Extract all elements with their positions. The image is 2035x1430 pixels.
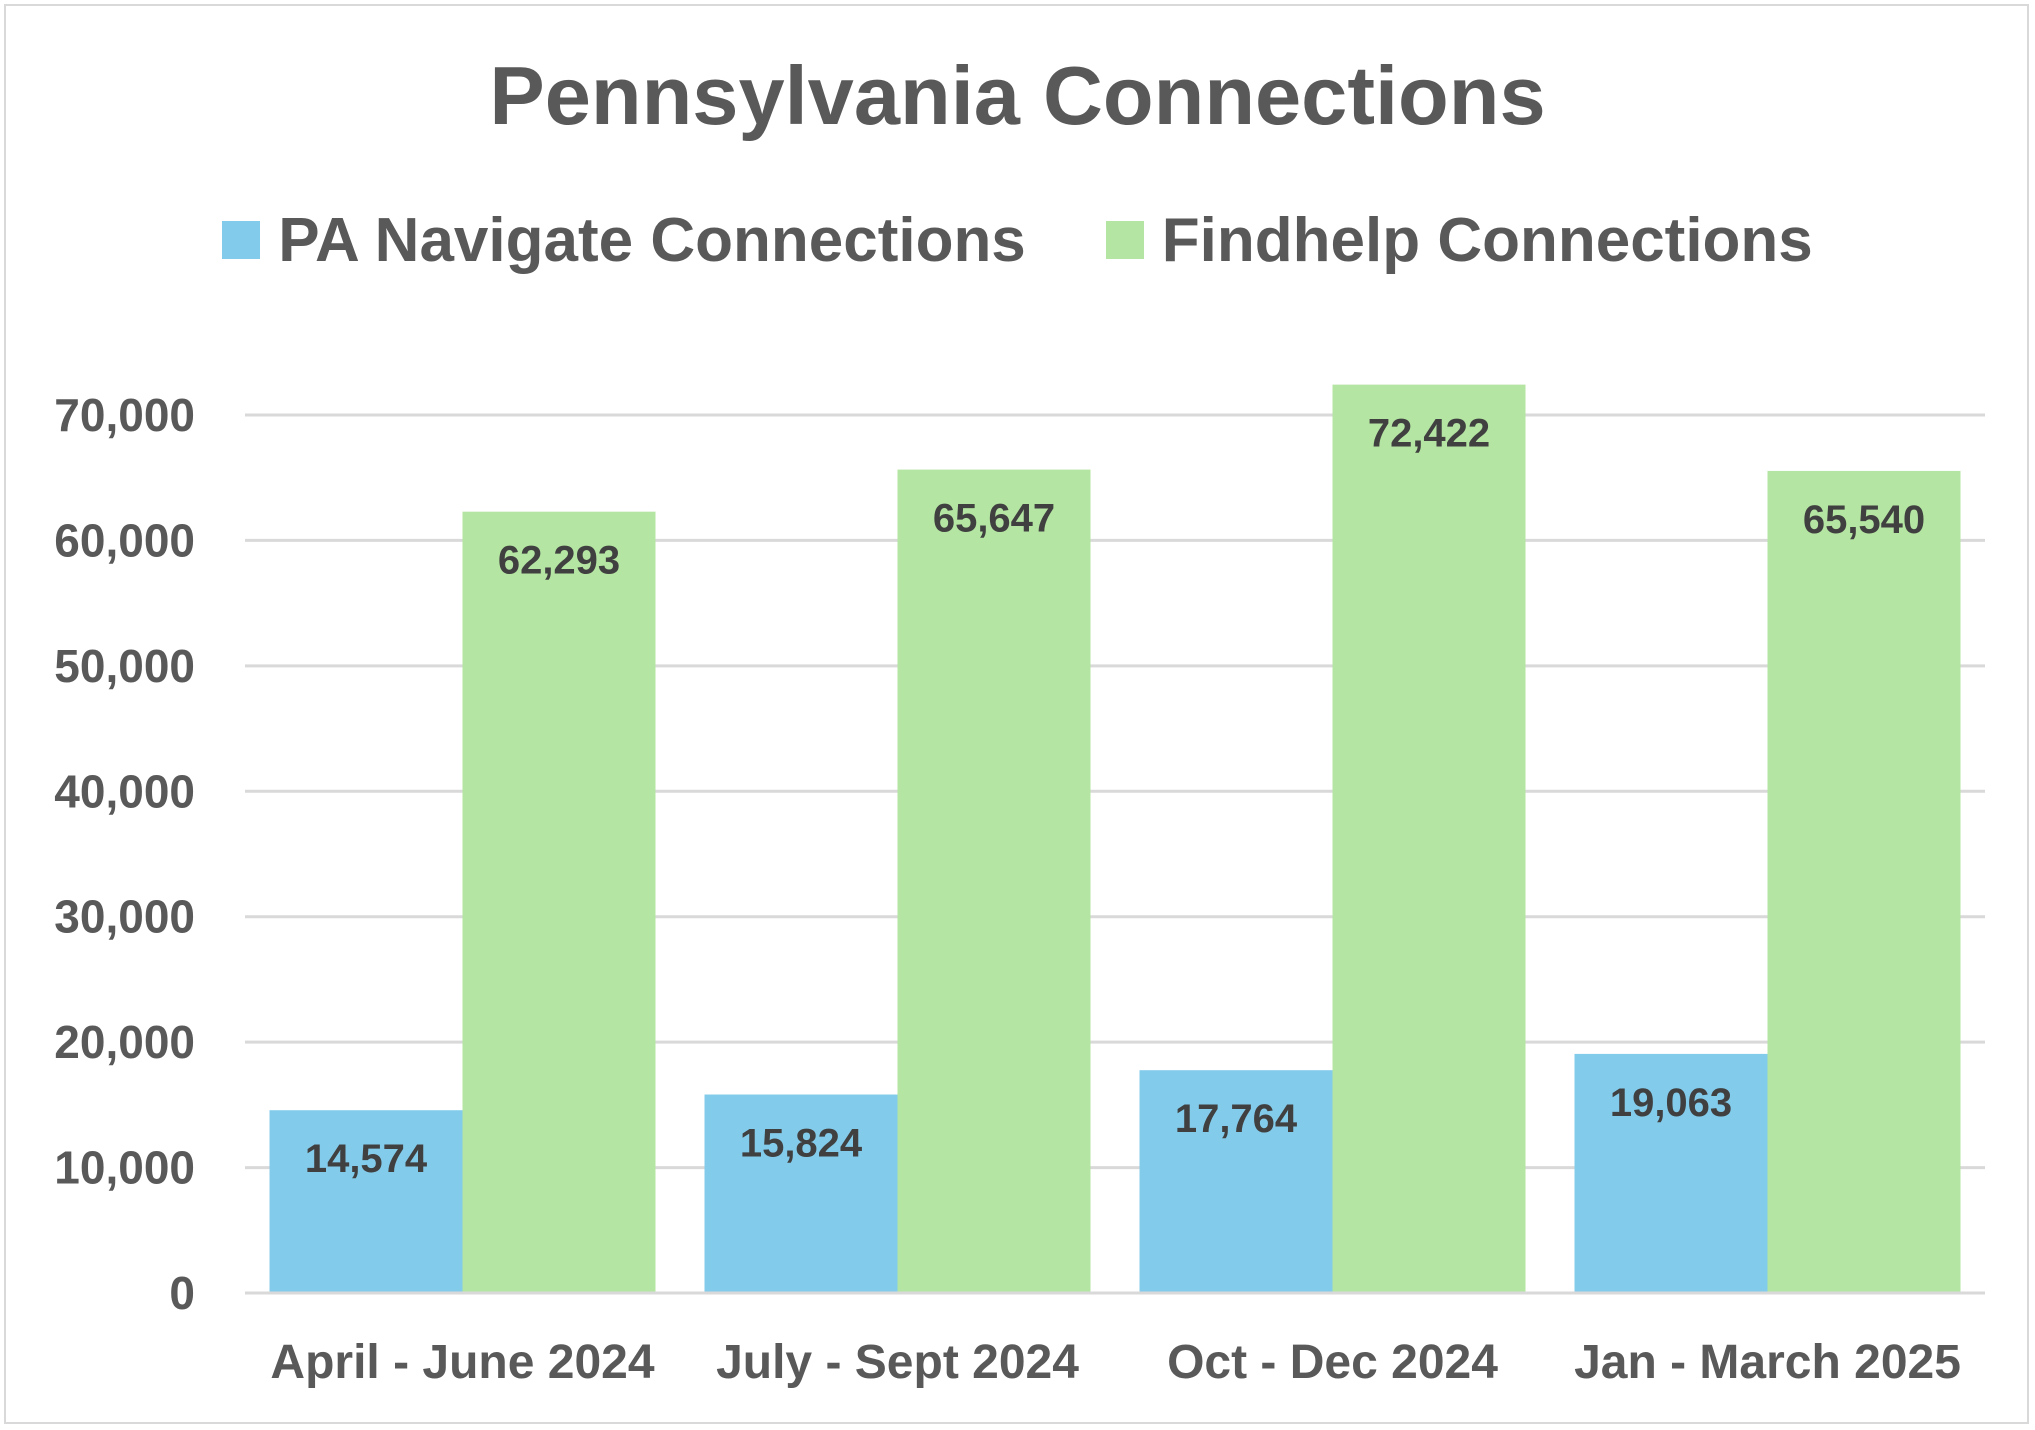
x-category-label: Oct - Dec 2024 bbox=[1167, 1336, 1498, 1389]
data-label: 19,063 bbox=[1610, 1081, 1732, 1125]
legend-item-pa-navigate: PA Navigate Connections bbox=[222, 205, 1026, 276]
data-label: 15,824 bbox=[740, 1122, 863, 1166]
bar-findhelp bbox=[462, 511, 656, 1293]
legend-label-findhelp: Findhelp Connections bbox=[1161, 205, 1813, 275]
bar-pa-navigate bbox=[269, 1110, 463, 1293]
y-tick-label: 20,000 bbox=[54, 1016, 195, 1068]
x-category-label: July - Sept 2024 bbox=[716, 1336, 1079, 1389]
bar-findhelp bbox=[1332, 384, 1526, 1293]
y-tick-label: 30,000 bbox=[54, 891, 195, 943]
legend-swatch-findhelp bbox=[1105, 221, 1144, 259]
y-tick-label: 0 bbox=[169, 1267, 195, 1319]
data-label: 17,764 bbox=[1175, 1097, 1298, 1141]
y-tick-label: 10,000 bbox=[54, 1142, 195, 1194]
y-tick-label: 50,000 bbox=[54, 640, 195, 692]
data-label: 62,293 bbox=[498, 539, 620, 583]
y-tick-label: 70,000 bbox=[54, 389, 195, 441]
bar-pa-navigate bbox=[1139, 1070, 1333, 1293]
data-label: 65,540 bbox=[1803, 498, 1925, 542]
x-category-label: Jan - March 2025 bbox=[1574, 1336, 1961, 1389]
legend-swatch-pa-navigate bbox=[222, 221, 261, 259]
data-label: 14,574 bbox=[305, 1137, 428, 1181]
bar-findhelp bbox=[897, 469, 1091, 1293]
data-label: 65,647 bbox=[933, 497, 1055, 541]
chart-title: Pennsylvania Connections bbox=[489, 49, 1546, 142]
bar-findhelp bbox=[1767, 470, 1961, 1293]
bar-pa-navigate bbox=[1574, 1053, 1768, 1293]
x-category-label: April - June 2024 bbox=[270, 1336, 654, 1389]
y-tick-label: 60,000 bbox=[54, 514, 195, 566]
bar-pa-navigate bbox=[704, 1094, 898, 1293]
data-label: 72,422 bbox=[1368, 412, 1490, 456]
legend-label-pa-navigate: PA Navigate Connections bbox=[278, 205, 1026, 275]
y-tick-label: 40,000 bbox=[54, 765, 195, 817]
chart-legend: PA Navigate Connections Findhelp Connect… bbox=[0, 200, 2035, 280]
legend-item-findhelp: Findhelp Connections bbox=[1105, 205, 1813, 276]
